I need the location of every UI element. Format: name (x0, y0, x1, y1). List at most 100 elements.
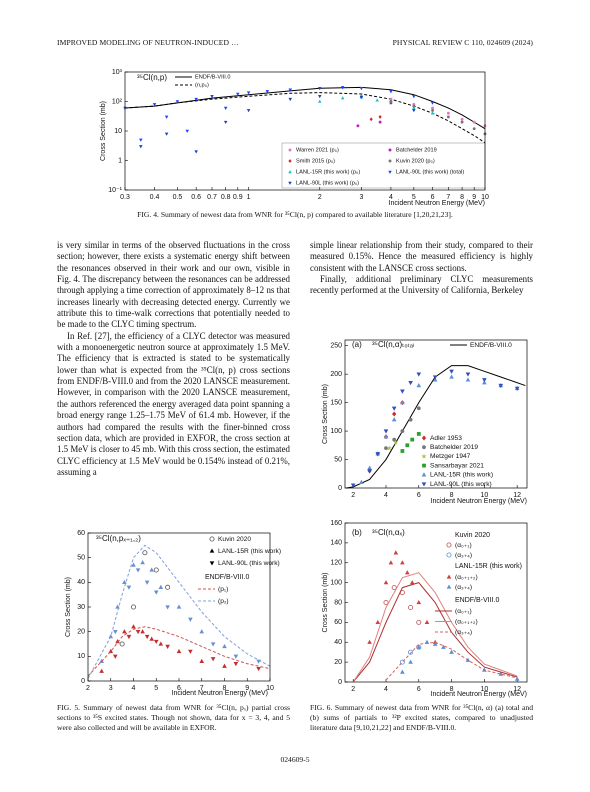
legend-title: Kuvin 2020 (455, 532, 490, 539)
data-point (400, 669, 405, 674)
data-point (175, 100, 180, 104)
x-tick-label: 8 (450, 686, 454, 693)
y-tick-label: 20 (77, 629, 85, 636)
x-tick-label: 4 (389, 194, 393, 201)
x-tick-label: 1 (247, 194, 251, 201)
x-tick-label: 4 (384, 686, 388, 693)
data-point (441, 644, 446, 649)
legend-marker (209, 548, 215, 553)
legend-marker (388, 148, 392, 152)
caption-label: FIG. 5. (57, 703, 81, 712)
data-point (514, 386, 520, 391)
data-line (346, 365, 526, 489)
data-point (482, 378, 487, 383)
chart-label: ³⁵Cl(n,p) (137, 73, 167, 82)
data-point (199, 629, 205, 634)
data-point (430, 111, 435, 115)
data-point (389, 90, 393, 94)
data-point (375, 452, 381, 457)
data-point (112, 629, 118, 635)
x-tick-label: 6 (417, 686, 421, 693)
data-point (410, 437, 415, 442)
x-tick-label: 0.4 (150, 194, 160, 201)
y-tick-label: 0 (81, 678, 85, 685)
y-axis-label: Cross Section (mb) (100, 101, 107, 161)
data-point (126, 634, 132, 640)
data-point (233, 654, 239, 659)
data-point (449, 649, 454, 654)
data-point (122, 579, 127, 585)
data-point (153, 639, 159, 645)
data-point (149, 636, 155, 641)
panel-label: (b) (352, 528, 362, 537)
data-line (124, 92, 486, 144)
legend-marker (421, 453, 427, 459)
data-point (405, 443, 410, 448)
data-point (416, 599, 422, 605)
data-point (408, 604, 414, 610)
data-point (210, 657, 216, 662)
data-point (222, 663, 227, 668)
data-point (340, 86, 345, 90)
data-point (153, 567, 159, 573)
x-axis-label: Incident Neutron Energy (MeV) (431, 498, 528, 505)
legend-marker (421, 472, 427, 477)
data-point (246, 91, 251, 95)
data-point (388, 560, 394, 565)
data-point (188, 649, 193, 654)
data-point (378, 120, 382, 124)
data-point (149, 567, 155, 572)
x-axis-label: Incident Neutron Energy (MeV) (431, 691, 528, 698)
data-point (176, 648, 182, 654)
x-tick-label: 0.6 (191, 194, 201, 201)
x-axis-label: Incident Neutron Energy (MeV) (172, 690, 269, 697)
data-point (389, 97, 393, 101)
chart-label: ³⁵Cl(n,pₓ₌₁,₂) (96, 534, 141, 543)
x-tick-label: 5 (154, 685, 158, 692)
legend-label: Batchelder 2019 (396, 147, 437, 153)
data-point (158, 584, 164, 589)
data-point (472, 127, 476, 131)
caption-label: FIG. 4. (137, 210, 159, 219)
legend-label: LANL-15R (this work) (430, 472, 493, 479)
x-tick-label: 10 (266, 685, 274, 692)
y-tick-label: 150 (330, 399, 342, 406)
data-point (165, 605, 170, 610)
data-point (383, 434, 389, 439)
data-point (393, 439, 399, 445)
data-point (416, 644, 422, 649)
data-line (385, 641, 518, 681)
x-tick-label: 9 (245, 685, 249, 692)
data-point (449, 374, 454, 379)
legend-marker (422, 445, 426, 450)
x-tick-label: 3 (109, 685, 113, 692)
legend-marker (288, 181, 292, 185)
data-point (359, 95, 364, 100)
data-point (399, 659, 405, 665)
legend-label: (α₃₊₄) (455, 584, 472, 591)
y-axis-label: Cross Section (mb) (322, 573, 329, 633)
y-tick-label: 30 (77, 604, 85, 611)
x-tick-label: 5 (412, 194, 416, 201)
data-point (222, 643, 227, 649)
data-point (430, 101, 435, 105)
data-point (112, 654, 118, 659)
data-point (431, 106, 434, 110)
data-point (176, 604, 182, 609)
plot-frame (124, 71, 486, 191)
legend-marker (446, 584, 452, 589)
x-tick-label: 2 (86, 685, 90, 692)
data-point (408, 381, 413, 386)
legend-label: Kuvin 2020 (p₀) (396, 158, 435, 164)
data-point (131, 624, 136, 629)
data-point (140, 560, 145, 565)
paragraph: is very similar in terms of the observed… (57, 240, 290, 330)
y-tick-label: 250 (330, 343, 342, 350)
data-point (514, 676, 520, 681)
legend-marker (288, 159, 292, 163)
data-point (223, 120, 228, 125)
y-tick-label: 160 (330, 520, 342, 527)
y-tick-label: 120 (330, 560, 342, 567)
